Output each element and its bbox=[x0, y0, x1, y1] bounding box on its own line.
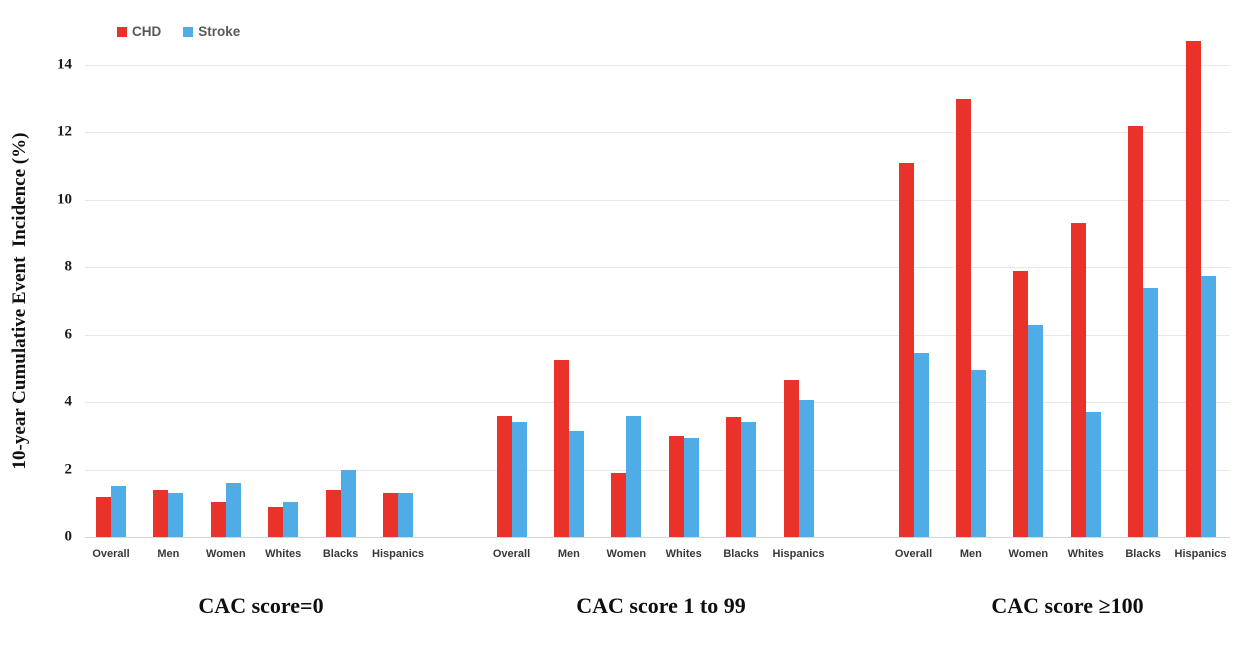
gridline bbox=[85, 267, 1230, 269]
legend-label: Stroke bbox=[198, 24, 241, 39]
bar-stroke-hispanics bbox=[1200, 275, 1216, 537]
bar-chd-whites bbox=[668, 435, 684, 537]
gridline bbox=[85, 334, 1230, 336]
category-label-whites: Whites bbox=[265, 548, 302, 560]
bar-stroke-overall bbox=[913, 353, 929, 537]
category-label-blacks: Blacks bbox=[723, 548, 759, 560]
bar-chd-men bbox=[153, 489, 169, 537]
bar-chd-women bbox=[611, 472, 627, 537]
category-label-overall: Overall bbox=[894, 548, 933, 560]
panel-title: CAC score 1 to 99 bbox=[576, 593, 746, 618]
legend-swatch-chd-icon bbox=[117, 26, 127, 37]
chart-legend: CHD Stroke bbox=[117, 24, 240, 39]
gridline bbox=[85, 65, 1230, 66]
category-label-men: Men bbox=[959, 548, 982, 560]
bar-chd-overall bbox=[96, 496, 111, 537]
legend-item-chd: CHD bbox=[117, 24, 161, 39]
gridline bbox=[85, 402, 1230, 404]
bar-stroke-men bbox=[568, 430, 584, 537]
y-tick-label: 12 bbox=[57, 123, 72, 140]
bar-stroke-men bbox=[168, 493, 184, 537]
bar-chd-hispanics bbox=[783, 380, 799, 537]
bar-chd-overall bbox=[898, 162, 914, 537]
y-tick-label: 4 bbox=[64, 393, 73, 410]
y-tick-label: 2 bbox=[64, 461, 73, 478]
bar-stroke-women bbox=[225, 483, 241, 537]
bar-chd-hispanics bbox=[383, 493, 398, 537]
category-label-hispanics: Hispanics bbox=[1174, 548, 1227, 560]
category-label-men: Men bbox=[557, 548, 580, 560]
x-axis-baseline bbox=[85, 537, 1230, 538]
bar-stroke-men bbox=[970, 370, 986, 537]
y-tick-label: 10 bbox=[57, 191, 72, 208]
y-tick-label: 6 bbox=[64, 326, 73, 343]
y-tick-label: 8 bbox=[64, 258, 73, 275]
bar-stroke-blacks bbox=[340, 469, 356, 537]
bar-chd-men bbox=[955, 98, 971, 537]
bar-stroke-women bbox=[1028, 324, 1044, 537]
y-tick-label: 14 bbox=[57, 56, 72, 73]
bar-chd-whites bbox=[268, 506, 284, 537]
category-label-hispanics: Hispanics bbox=[772, 548, 825, 560]
gridline bbox=[85, 469, 1230, 471]
category-label-women: Women bbox=[1008, 548, 1049, 560]
bar-chd-blacks bbox=[325, 489, 341, 537]
bar-chd-blacks bbox=[726, 417, 742, 537]
panel-title: CAC score ≥100 bbox=[991, 593, 1144, 618]
panel-title: CAC score=0 bbox=[198, 593, 324, 618]
bar-chd-women bbox=[210, 501, 226, 537]
bar-stroke-women bbox=[626, 415, 642, 537]
category-label-overall: Overall bbox=[492, 548, 531, 560]
bar-chd-whites bbox=[1070, 223, 1086, 537]
bar-stroke-overall bbox=[511, 422, 527, 537]
gridline bbox=[85, 132, 1230, 134]
category-label-blacks: Blacks bbox=[322, 548, 359, 560]
y-axis-title: 10-year Cumulative Event Incidence (%) bbox=[9, 132, 30, 470]
category-label-whites: Whites bbox=[1067, 548, 1104, 560]
category-label-men: Men bbox=[157, 548, 180, 560]
category-label-women: Women bbox=[606, 548, 647, 560]
bar-stroke-hispanics bbox=[398, 493, 413, 537]
bar-stroke-whites bbox=[683, 437, 699, 537]
bar-chd-women bbox=[1013, 270, 1029, 537]
bar-stroke-hispanics bbox=[798, 400, 814, 537]
bar-stroke-whites bbox=[283, 501, 299, 537]
bar-chd-men bbox=[553, 360, 569, 537]
y-tick-label: 0 bbox=[64, 528, 73, 545]
bar-chd-overall bbox=[496, 415, 512, 537]
category-label-overall: Overall bbox=[92, 548, 130, 560]
legend-label: CHD bbox=[132, 24, 162, 39]
bar-stroke-blacks bbox=[1143, 287, 1159, 537]
gridline bbox=[85, 199, 1230, 201]
bar-stroke-overall bbox=[111, 486, 126, 537]
category-label-whites: Whites bbox=[665, 548, 702, 560]
category-label-blacks: Blacks bbox=[1125, 548, 1161, 560]
bar-stroke-blacks bbox=[741, 422, 757, 537]
category-label-hispanics: Hispanics bbox=[372, 548, 424, 560]
legend-swatch-stroke-icon bbox=[183, 26, 194, 37]
bar-chd-blacks bbox=[1128, 125, 1144, 537]
legend-item-stroke: Stroke bbox=[183, 24, 240, 39]
category-label-women: Women bbox=[206, 548, 246, 560]
bar-chd-hispanics bbox=[1185, 41, 1201, 537]
bar-stroke-whites bbox=[1085, 412, 1101, 537]
